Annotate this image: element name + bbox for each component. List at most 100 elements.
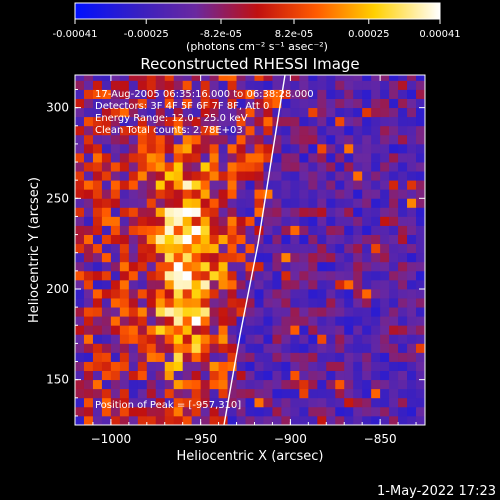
heatmap-cell bbox=[398, 243, 408, 254]
heatmap-cell bbox=[83, 334, 94, 344]
heatmap-cell bbox=[398, 143, 408, 154]
heatmap-cell bbox=[200, 316, 211, 326]
heatmap-cell bbox=[164, 406, 175, 417]
heatmap-cell bbox=[209, 379, 219, 390]
heatmap-cell bbox=[209, 116, 219, 127]
heatmap-cell bbox=[398, 298, 408, 308]
heatmap-cell bbox=[353, 388, 363, 399]
heatmap-cell bbox=[173, 134, 184, 145]
heatmap-cell bbox=[146, 298, 157, 308]
heatmap-cell bbox=[155, 89, 166, 99]
heatmap-cell bbox=[263, 125, 273, 136]
heatmap-cell bbox=[407, 316, 417, 326]
heatmap-cell bbox=[290, 415, 300, 425]
heatmap-cell bbox=[308, 298, 318, 308]
heatmap-cell bbox=[236, 343, 246, 353]
heatmap-cell bbox=[173, 252, 184, 263]
heatmap-cell bbox=[272, 298, 282, 308]
heatmap-cell bbox=[317, 189, 327, 199]
heatmap-cell bbox=[371, 298, 381, 308]
heatmap-cell bbox=[362, 171, 372, 181]
heatmap-cell bbox=[407, 234, 417, 245]
heatmap-cell bbox=[263, 234, 273, 245]
heatmap-cell bbox=[326, 171, 336, 181]
heatmap-cell bbox=[110, 162, 121, 172]
heatmap-cell bbox=[416, 361, 425, 371]
heatmap-cell bbox=[155, 198, 166, 208]
heatmap-cell bbox=[119, 207, 130, 217]
heatmap-cell bbox=[137, 316, 148, 326]
heatmap-cell bbox=[380, 134, 390, 145]
heatmap-cell bbox=[200, 270, 211, 281]
heatmap-cell bbox=[164, 80, 175, 90]
heatmap-cell bbox=[155, 261, 166, 272]
heatmap-cell bbox=[299, 152, 309, 163]
heatmap-cell bbox=[290, 270, 300, 281]
heatmap-cell bbox=[254, 198, 264, 208]
heatmap-cell bbox=[218, 152, 228, 163]
heatmap-cell bbox=[389, 125, 399, 136]
heatmap-cell bbox=[101, 125, 112, 136]
heatmap-cell bbox=[353, 316, 363, 326]
heatmap-cell bbox=[110, 252, 121, 263]
heatmap-cell bbox=[101, 171, 112, 181]
heatmap-cell bbox=[281, 352, 291, 362]
heatmap-cell bbox=[353, 325, 363, 335]
heatmap-cell bbox=[281, 334, 291, 344]
heatmap-cell bbox=[290, 198, 300, 208]
heatmap-cell bbox=[308, 352, 318, 362]
heatmap-cell bbox=[173, 116, 184, 127]
heatmap-cell bbox=[191, 171, 202, 181]
heatmap-cell bbox=[353, 107, 363, 118]
heatmap-cell bbox=[353, 415, 363, 425]
heatmap-cell bbox=[272, 171, 282, 181]
x-tick-label: −1000 bbox=[91, 432, 132, 446]
heatmap-cell bbox=[308, 343, 318, 353]
heatmap-cell bbox=[281, 279, 291, 290]
heatmap-cell bbox=[101, 216, 112, 226]
heatmap-cell bbox=[191, 334, 202, 344]
heatmap-cell bbox=[263, 388, 273, 399]
heatmap-cell bbox=[389, 171, 399, 181]
heatmap-cell bbox=[173, 288, 184, 299]
heatmap-cell bbox=[75, 98, 85, 109]
heatmap-cell bbox=[227, 361, 237, 371]
heatmap-cell bbox=[209, 334, 219, 344]
heatmap-cell bbox=[75, 189, 85, 199]
heatmap-cell bbox=[263, 107, 273, 118]
heatmap-cell bbox=[371, 134, 381, 145]
heatmap-cell bbox=[308, 225, 318, 235]
heatmap-cell bbox=[290, 279, 300, 290]
heatmap-cell bbox=[137, 361, 148, 371]
heatmap-cell bbox=[137, 379, 148, 390]
heatmap-cell bbox=[110, 125, 121, 136]
heatmap-cell bbox=[236, 171, 246, 181]
colorbar-unit-label: (photons cm⁻² s⁻¹ asec⁻²) bbox=[186, 40, 328, 53]
heatmap-cell bbox=[317, 415, 327, 425]
heatmap-cell bbox=[146, 370, 157, 381]
heatmap-cell bbox=[92, 298, 103, 308]
heatmap-cell bbox=[317, 107, 327, 118]
heatmap-cell bbox=[245, 89, 255, 99]
heatmap-cell bbox=[398, 352, 408, 362]
heatmap-cell bbox=[254, 370, 264, 381]
heatmap-cell bbox=[227, 225, 237, 235]
heatmap-cell bbox=[83, 98, 94, 109]
heatmap-cell bbox=[362, 107, 372, 118]
annotation-detectors: Detectors: 3F 4F 5F 6F 7F 8F, Att 0 bbox=[95, 101, 269, 112]
heatmap-cell bbox=[236, 107, 246, 118]
heatmap-cell bbox=[299, 207, 309, 217]
heatmap-cell bbox=[182, 288, 193, 299]
heatmap-cell bbox=[182, 107, 193, 118]
heatmap-cell bbox=[128, 406, 139, 417]
heatmap-cell bbox=[290, 171, 300, 181]
heatmap-cell bbox=[182, 134, 193, 145]
heatmap-cell bbox=[407, 361, 417, 371]
heatmap-cell bbox=[236, 207, 246, 217]
heatmap-cell bbox=[245, 388, 255, 399]
heatmap-cell bbox=[236, 198, 246, 208]
heatmap-cell bbox=[182, 216, 193, 226]
heatmap-cell bbox=[146, 352, 157, 362]
heatmap-cell bbox=[173, 216, 184, 226]
heatmap-cell bbox=[272, 125, 282, 136]
